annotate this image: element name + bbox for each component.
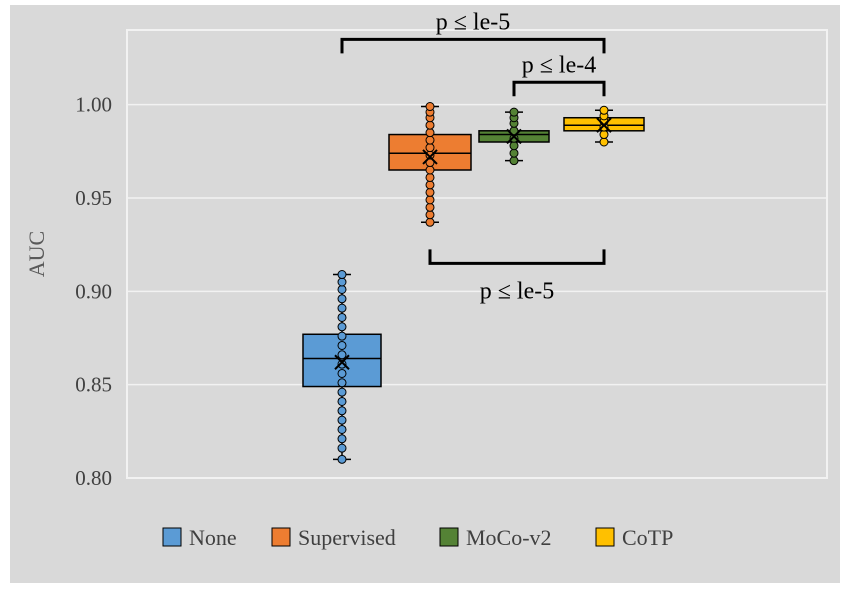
- significance-bracket: p ≤ le-5: [428, 249, 606, 304]
- data-point: [337, 406, 347, 416]
- mean-marker: [422, 149, 438, 165]
- data-point: [509, 156, 519, 166]
- legend-swatch: [162, 527, 182, 547]
- data-point: [337, 443, 347, 453]
- data-point: [425, 128, 435, 138]
- data-point: [337, 322, 347, 332]
- y-tick-label: 1.00: [75, 93, 112, 117]
- data-point: [337, 340, 347, 350]
- significance-annotations: p ≤ le-5 p ≤ le-4 p ≤ le-5: [340, 9, 606, 304]
- gridlines: [127, 103, 827, 386]
- legend-item-moco-v2: MoCo-v2: [439, 525, 552, 550]
- data-point: [509, 148, 519, 158]
- data-point: [337, 387, 347, 397]
- data-point: [425, 102, 435, 112]
- plot-area: [126, 29, 828, 479]
- legend-item-none: None: [162, 525, 237, 550]
- data-point: [337, 294, 347, 304]
- y-tick-label: 0.85: [75, 373, 112, 397]
- box-none: [302, 270, 382, 464]
- data-point: [337, 331, 347, 341]
- data-point: [425, 120, 435, 130]
- data-point: [337, 350, 347, 360]
- data-point: [509, 107, 519, 117]
- data-point: [425, 202, 435, 212]
- boxes-layer: [302, 102, 645, 464]
- data-point: [425, 217, 435, 227]
- y-tick-label: 0.80: [75, 466, 112, 490]
- legend-label: CoTP: [622, 525, 673, 550]
- data-point: [337, 303, 347, 313]
- significance-bracket: p ≤ le-5: [340, 9, 606, 54]
- box-cotp: [563, 105, 645, 147]
- y-tick-label: 0.90: [75, 279, 112, 303]
- data-point: [337, 424, 347, 434]
- data-point: [337, 277, 347, 287]
- mean-marker: [596, 117, 612, 133]
- bracket-line: [428, 249, 606, 265]
- legend-label: Supervised: [298, 525, 396, 550]
- bracket-line: [340, 37, 606, 54]
- legend-swatch: [595, 527, 615, 547]
- y-tick-label: 0.95: [75, 186, 112, 210]
- data-point: [337, 415, 347, 425]
- data-point: [337, 359, 347, 369]
- data-point: [425, 195, 435, 205]
- data-point: [425, 165, 435, 175]
- data-point: [425, 135, 435, 145]
- data-point: [337, 284, 347, 294]
- box-moco-v2: [478, 107, 550, 166]
- legend-item-cotp: CoTP: [595, 525, 673, 550]
- legend-label: MoCo-v2: [466, 525, 552, 550]
- significance-label: p ≤ le-5: [436, 9, 510, 35]
- data-point: [337, 270, 347, 280]
- data-point: [337, 434, 347, 444]
- mean-marker: [506, 128, 522, 145]
- data-point: [337, 368, 347, 378]
- y-axis-ticks: 0.80 0.85 0.90 0.95 1.00: [75, 93, 112, 490]
- bracket-line: [512, 80, 606, 97]
- legend-item-supervised: Supervised: [271, 525, 396, 550]
- data-point: [337, 312, 347, 322]
- data-point: [337, 396, 347, 406]
- significance-label: p ≤ le-4: [522, 52, 596, 78]
- data-point: [425, 210, 435, 220]
- significance-label: p ≤ le-5: [480, 278, 554, 304]
- mean-marker: [334, 354, 350, 370]
- data-point: [425, 172, 435, 182]
- data-point: [425, 180, 435, 190]
- data-point: [337, 378, 347, 388]
- data-point: [599, 130, 609, 140]
- legend: None Supervised MoCo-v2 CoTP: [162, 525, 673, 550]
- legend-swatch: [439, 527, 459, 547]
- box-supervised: [388, 102, 472, 227]
- data-point: [425, 187, 435, 197]
- data-point: [337, 454, 347, 464]
- legend-swatch: [271, 527, 291, 547]
- data-point: [509, 141, 519, 151]
- data-point: [599, 105, 609, 115]
- legend-label: None: [189, 525, 237, 550]
- data-point: [599, 137, 609, 147]
- y-axis-label: AUC: [24, 231, 49, 277]
- data-point: [425, 143, 435, 153]
- significance-bracket: p ≤ le-4: [512, 52, 606, 97]
